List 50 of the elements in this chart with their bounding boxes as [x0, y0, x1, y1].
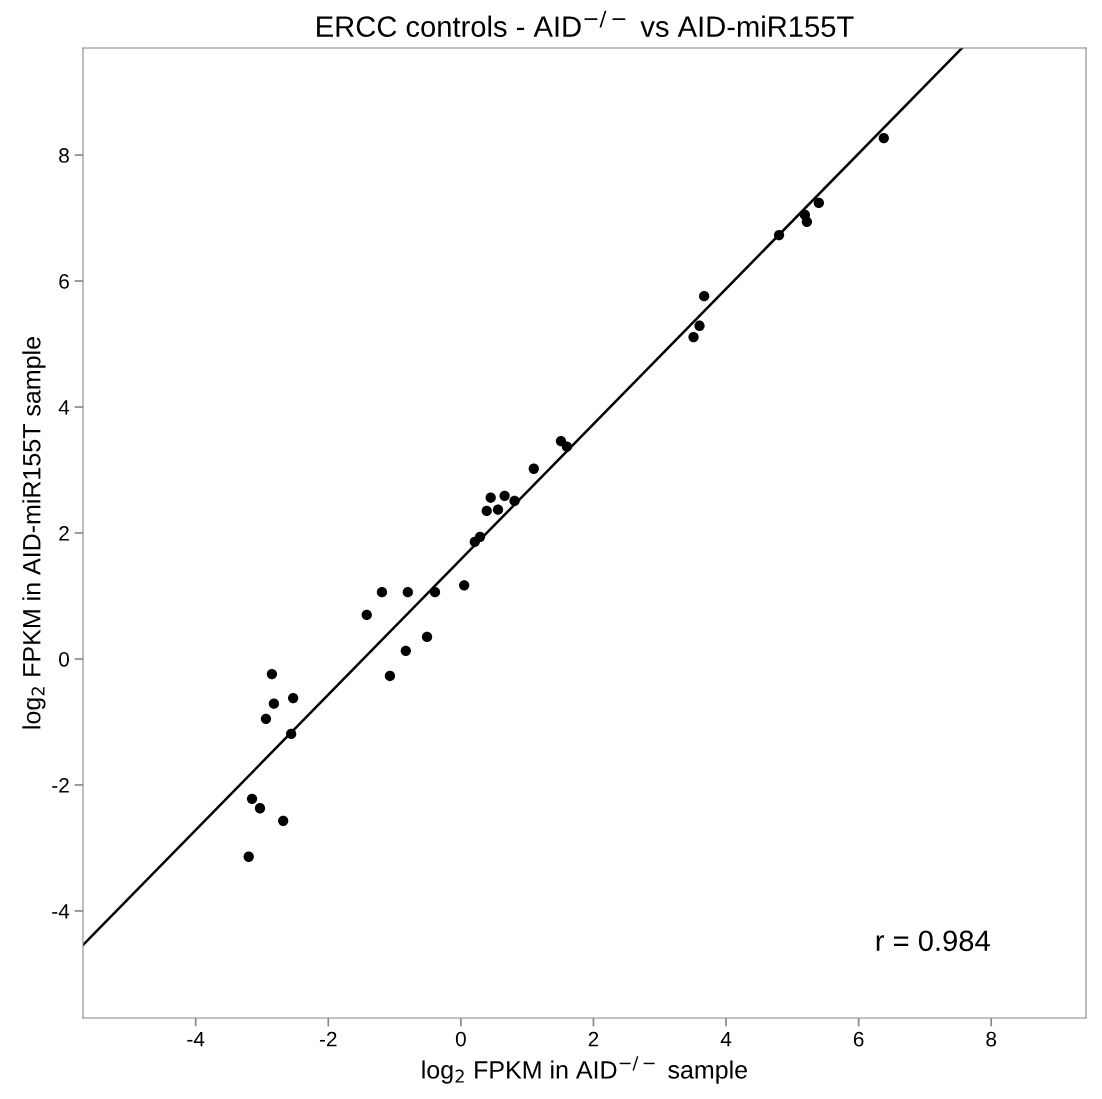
point — [421, 631, 433, 643]
point — [492, 504, 504, 515]
point — [801, 216, 813, 227]
point — [268, 698, 280, 709]
point — [561, 441, 573, 452]
point — [402, 587, 413, 598]
point — [278, 815, 289, 826]
x-tick-label: 0 — [455, 1031, 466, 1047]
point — [459, 580, 470, 591]
y-tick-label: 6 — [59, 274, 69, 289]
y-axis-title: log$_{2}$ FPKM in AID-miR155T sample — [22, 337, 46, 729]
point — [286, 728, 297, 740]
point — [429, 587, 441, 598]
point — [485, 492, 496, 503]
point — [773, 229, 785, 241]
x-tick-label: -2 — [319, 1031, 337, 1047]
y-tick-label: -4 — [52, 904, 70, 919]
point — [376, 587, 388, 598]
point — [509, 495, 520, 507]
point — [528, 463, 539, 474]
x-tick-label: -4 — [187, 1031, 205, 1047]
point — [474, 531, 486, 542]
y-tick-label: 0 — [59, 651, 69, 667]
point — [878, 132, 889, 144]
point — [384, 670, 396, 682]
x-tick-label: 4 — [720, 1031, 732, 1047]
point — [699, 291, 710, 302]
point — [288, 692, 299, 704]
annotation: r = 0.984 — [876, 930, 990, 952]
point — [260, 713, 272, 724]
point — [400, 645, 411, 656]
x-axis-title: log$_{2}$ FPKM in AID$^{−/−}$ sample — [422, 1056, 747, 1084]
point — [361, 609, 372, 621]
x-tick-label: 6 — [853, 1031, 864, 1047]
point — [499, 490, 510, 501]
point — [481, 505, 492, 517]
y-tick-label: -2 — [52, 777, 69, 793]
y-tick-label: 2 — [59, 526, 69, 541]
point — [688, 331, 699, 343]
x-tick-label: 2 — [588, 1031, 599, 1047]
point — [254, 803, 266, 814]
chart-title: ERCC controls - AID$^{−/−}$ vs AID-miR155T — [317, 10, 854, 37]
x-tick-label: 8 — [986, 1031, 997, 1047]
point — [813, 197, 824, 209]
y-tick-label: 8 — [59, 148, 69, 163]
point — [243, 851, 254, 862]
point — [266, 668, 278, 680]
point — [694, 320, 705, 331]
point — [246, 793, 258, 804]
y-tick-label: 4 — [58, 400, 70, 415]
